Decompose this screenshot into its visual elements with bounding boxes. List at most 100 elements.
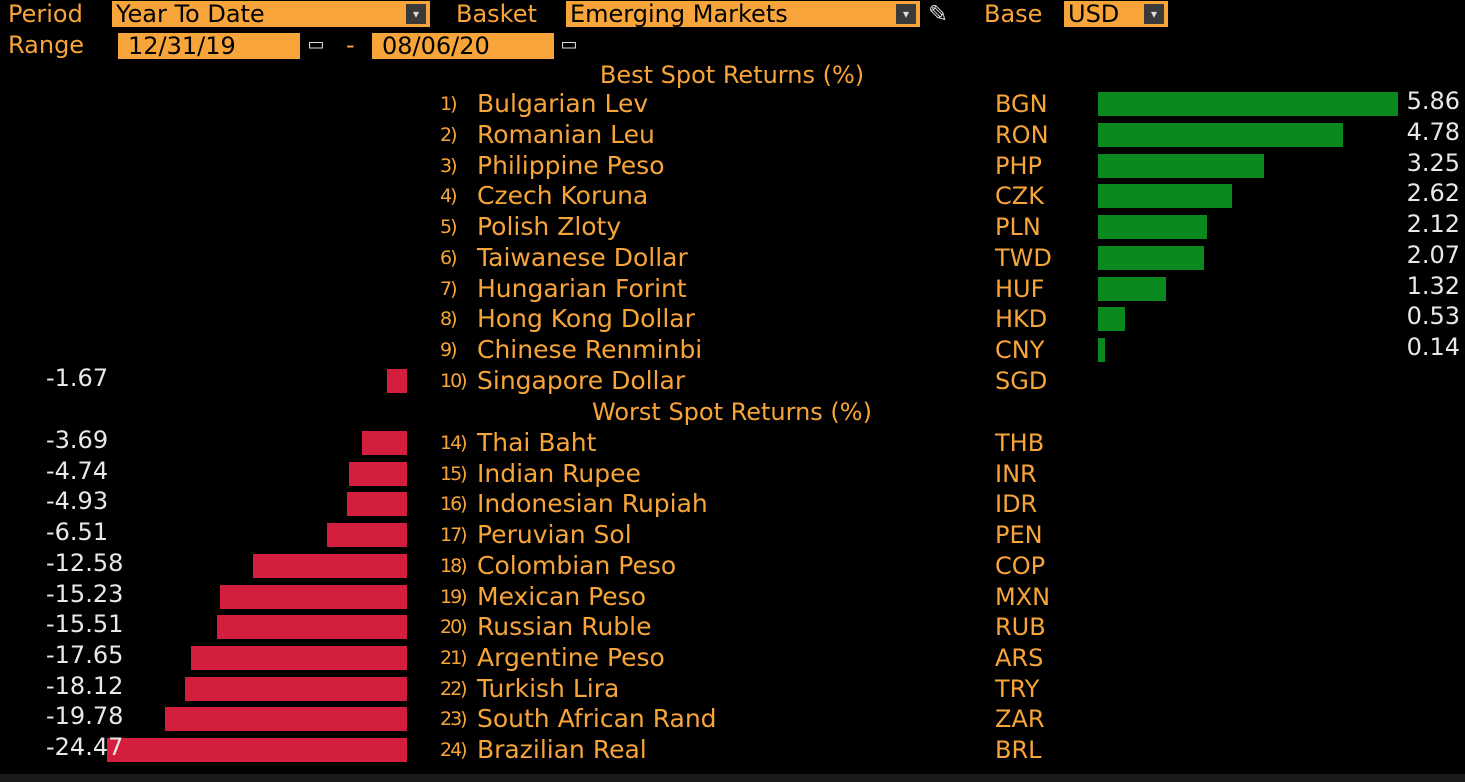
rank-number: 18)	[440, 555, 468, 577]
rank-number: 24)	[440, 739, 468, 761]
rank-number: 8)	[440, 308, 457, 330]
base-dropdown[interactable]: USD ▾	[1064, 1, 1168, 27]
currency-code: SGD	[995, 367, 1048, 395]
currency-name: Turkish Lira	[477, 674, 620, 703]
list-item[interactable]: 3) Philippine Peso PHP 3.25	[0, 149, 1465, 181]
currency-code: BRL	[995, 736, 1042, 764]
return-bar-negative	[327, 523, 407, 547]
currency-name: Brazilian Real	[477, 735, 647, 764]
chevron-down-icon[interactable]: ▾	[896, 4, 916, 24]
list-item[interactable]: 21) Argentine Peso ARS -17.65	[0, 641, 1465, 673]
return-bar-positive	[1098, 123, 1343, 147]
range-separator: -	[346, 31, 355, 59]
rank-number: 19)	[440, 586, 468, 608]
rank-number: 14)	[440, 432, 468, 454]
list-item[interactable]: 5) Polish Zloty PLN 2.12	[0, 210, 1465, 242]
currency-name: Taiwanese Dollar	[477, 243, 688, 272]
return-bar-negative	[346, 492, 407, 516]
list-item[interactable]: 9) Chinese Renminbi CNY 0.14	[0, 333, 1465, 365]
list-item[interactable]: 15) Indian Rupee INR -4.74	[0, 457, 1465, 489]
rank-number: 2)	[440, 124, 457, 146]
return-value: -17.65	[46, 641, 124, 669]
list-item[interactable]: 20) Russian Ruble RUB -15.51	[0, 610, 1465, 642]
list-item[interactable]: 16) Indonesian Rupiah IDR -4.93	[0, 487, 1465, 519]
basket-label: Basket	[456, 0, 537, 28]
currency-name: Romanian Leu	[477, 120, 655, 149]
return-value: -1.67	[46, 364, 109, 392]
chevron-down-icon[interactable]: ▾	[406, 4, 426, 24]
return-bar-negative	[190, 646, 407, 670]
return-bar-negative	[107, 738, 407, 762]
base-label: Base	[984, 0, 1043, 28]
currency-name: South African Rand	[477, 704, 717, 733]
currency-name: Czech Koruna	[477, 181, 649, 210]
currency-code: PHP	[995, 152, 1042, 180]
return-value: -18.12	[46, 672, 124, 700]
list-item[interactable]: 8) Hong Kong Dollar HKD 0.53	[0, 302, 1465, 334]
list-item[interactable]: 24) Brazilian Real BRL -24.47	[0, 733, 1465, 765]
period-value: Year To Date	[116, 1, 265, 27]
range-start-input[interactable]: 12/31/19	[118, 33, 300, 59]
list-item[interactable]: 4) Czech Koruna CZK 2.62	[0, 179, 1465, 211]
list-item[interactable]: 14) Thai Baht THB -3.69	[0, 426, 1465, 458]
return-bar-positive	[1098, 154, 1265, 178]
best-returns-title: Best Spot Returns (%)	[599, 61, 865, 89]
list-item[interactable]: 10) Singapore Dollar SGD -1.67	[0, 364, 1465, 396]
return-bar-positive	[1098, 338, 1106, 362]
basket-dropdown[interactable]: Emerging Markets ▾	[566, 1, 920, 27]
return-bar-positive	[1098, 307, 1126, 331]
chevron-down-icon[interactable]: ▾	[1144, 4, 1164, 24]
rank-number: 4)	[440, 185, 457, 207]
rank-number: 6)	[440, 247, 457, 269]
list-item[interactable]: 19) Mexican Peso MXN -15.23	[0, 580, 1465, 612]
currency-code: ZAR	[995, 705, 1045, 733]
return-value: -15.23	[46, 580, 124, 608]
return-bar-negative	[220, 585, 407, 609]
rank-number: 1)	[440, 93, 457, 115]
currency-name: Singapore Dollar	[477, 366, 686, 395]
list-item[interactable]: 1) Bulgarian Lev BGN 5.86	[0, 87, 1465, 119]
rank-number: 5)	[440, 216, 457, 238]
return-value: 3.25	[1406, 149, 1460, 177]
list-item[interactable]: 23) South African Rand ZAR -19.78	[0, 702, 1465, 734]
currency-code: CNY	[995, 336, 1045, 364]
return-bar-positive	[1098, 92, 1398, 116]
status-bar	[0, 774, 1465, 782]
rank-number: 10)	[440, 370, 468, 392]
return-value: 4.78	[1406, 118, 1460, 146]
basket-value: Emerging Markets	[570, 1, 788, 27]
list-item[interactable]: 2) Romanian Leu RON 4.78	[0, 118, 1465, 150]
range-end-value: 08/06/20	[382, 33, 490, 59]
range-start-value: 12/31/19	[128, 33, 236, 59]
currency-code: ARS	[995, 644, 1044, 672]
rank-number: 3)	[440, 155, 457, 177]
list-item[interactable]: 22) Turkish Lira TRY -18.12	[0, 672, 1465, 704]
currency-name: Hong Kong Dollar	[477, 304, 695, 333]
currency-name: Thai Baht	[477, 428, 597, 457]
currency-name: Indian Rupee	[477, 459, 641, 488]
edit-pencil-icon[interactable]: ✎	[928, 0, 949, 28]
base-value: USD	[1068, 1, 1120, 27]
rank-number: 16)	[440, 493, 468, 515]
rank-number: 7)	[440, 278, 457, 300]
return-value: 2.62	[1406, 179, 1460, 207]
list-item[interactable]: 6) Taiwanese Dollar TWD 2.07	[0, 241, 1465, 273]
currency-name: Colombian Peso	[477, 551, 677, 580]
rank-number: 22)	[440, 678, 468, 700]
range-end-input[interactable]: 08/06/20	[372, 33, 554, 59]
list-item[interactable]: 7) Hungarian Forint HUF 1.32	[0, 272, 1465, 304]
rank-number: 15)	[440, 463, 468, 485]
calendar-icon[interactable]: ▭	[307, 34, 325, 55]
rank-number: 20)	[440, 616, 468, 638]
currency-code: IDR	[995, 490, 1038, 518]
calendar-icon[interactable]: ▭	[560, 34, 578, 55]
currency-name: Mexican Peso	[477, 582, 646, 611]
currency-code: TRY	[995, 675, 1040, 703]
currency-code: TWD	[995, 244, 1052, 272]
currency-name: Indonesian Rupiah	[477, 489, 708, 518]
list-item[interactable]: 17) Peruvian Sol PEN -6.51	[0, 518, 1465, 550]
rank-number: 9)	[440, 339, 457, 361]
currency-code: HKD	[995, 305, 1048, 333]
period-dropdown[interactable]: Year To Date ▾	[112, 1, 430, 27]
list-item[interactable]: 18) Colombian Peso COP -12.58	[0, 549, 1465, 581]
